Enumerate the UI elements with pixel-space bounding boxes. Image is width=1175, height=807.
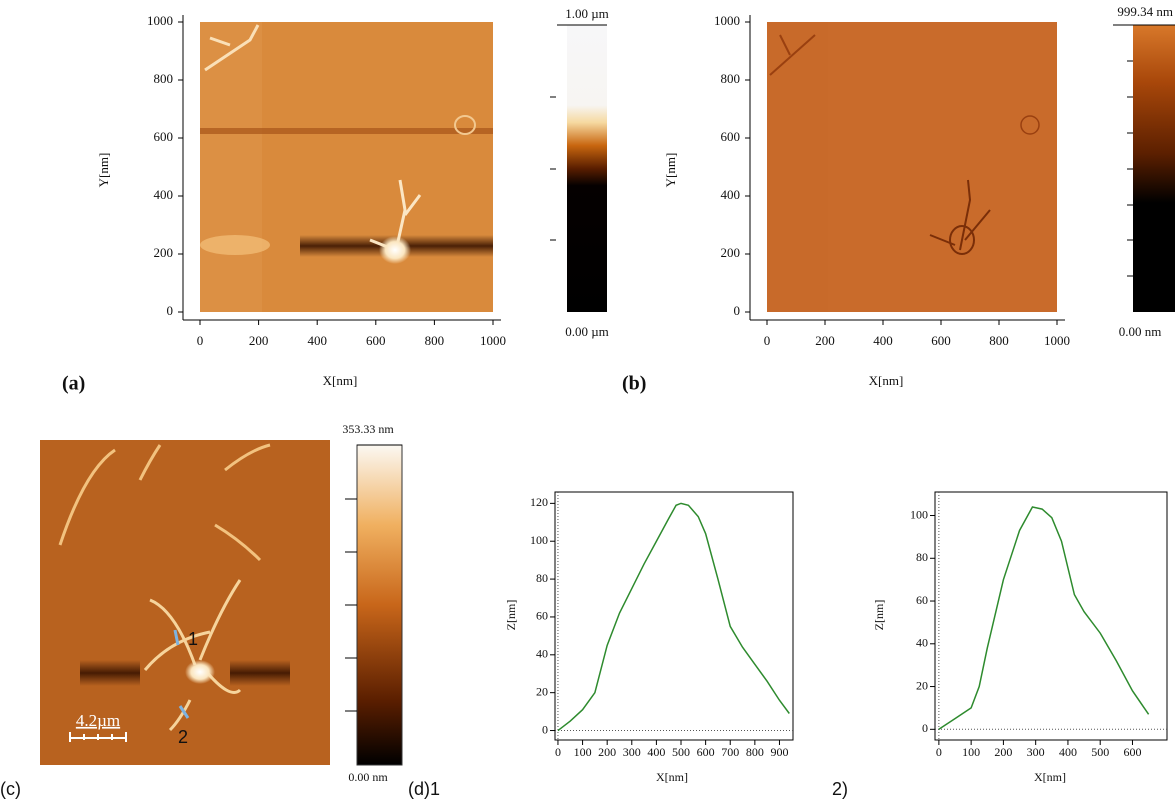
y-tick-label: 60 (916, 593, 928, 607)
y-tick-label: 100 (910, 507, 928, 521)
x-tick-label: 200 (598, 745, 616, 759)
y-tick-label: 20 (536, 684, 548, 698)
x-tick-label: 500 (672, 745, 690, 759)
panel-label: (d)1 (408, 779, 440, 799)
x-tick-label: 300 (1027, 745, 1045, 759)
x-tick-label: 0 (764, 333, 771, 348)
y-tick-label: 40 (536, 647, 548, 661)
x-tick-label: 600 (931, 333, 951, 348)
x-tick-label: 100 (962, 745, 980, 759)
x-tick-label: 100 (574, 745, 592, 759)
panel-label: (a) (62, 373, 85, 395)
x-tick-label: 800 (425, 333, 445, 348)
marker-label: 2 (178, 727, 188, 747)
x-tick-label: 400 (647, 745, 665, 759)
x-tick-label: 900 (770, 745, 788, 759)
y-tick-label: 0 (734, 303, 741, 318)
y-tick-label: 20 (916, 678, 928, 692)
x-tick-label: 700 (721, 745, 739, 759)
y-tick-label: 400 (154, 187, 174, 202)
y-tick-label: 600 (721, 129, 741, 144)
x-axis-label: X[nm] (656, 770, 688, 784)
y-tick-label: 800 (154, 71, 174, 86)
colorbar-ticks (550, 96, 556, 241)
y-tick-label: 1000 (147, 13, 173, 28)
y-tick-label: 80 (916, 550, 928, 564)
y-tick-label: 80 (536, 571, 548, 585)
x-tick-label: 1000 (1044, 333, 1070, 348)
x-tick-label: 0 (936, 745, 942, 759)
colorbar-max-label: 1.00 µm (565, 6, 609, 21)
x-tick-label: 200 (249, 333, 269, 348)
x-tick-label: 400 (873, 333, 893, 348)
profile-line (938, 506, 1150, 730)
x-tick-label: 600 (366, 333, 386, 348)
panel-label: 2) (832, 779, 848, 799)
colorbar-b (1133, 25, 1175, 312)
x-axis-label: X[nm] (869, 373, 904, 388)
y-tick-label: 0 (922, 721, 928, 735)
x-tick-label: 500 (1091, 745, 1109, 759)
colorbar-ticks (1127, 60, 1133, 277)
y-tick-label: 40 (916, 636, 928, 650)
colorbar-max-label: 353.33 nm (342, 422, 394, 436)
scale-bar-label: 4.2µm (76, 711, 120, 730)
y-axis-label: Z[nm] (504, 600, 518, 631)
y-axis-label: Z[nm] (872, 600, 886, 631)
y-tick-label: 600 (154, 129, 174, 144)
x-tick-label: 800 (989, 333, 1009, 348)
x-tick-label: 400 (1059, 745, 1077, 759)
colorbar-ticks (345, 498, 357, 712)
x-tick-label: 200 (815, 333, 835, 348)
y-tick-label: 120 (530, 495, 548, 509)
panel-label: (b) (622, 373, 646, 395)
y-tick-label: 1000 (714, 13, 740, 28)
x-tick-label: 600 (697, 745, 715, 759)
y-axis-label: Y[nm] (663, 153, 678, 188)
colorbar-min-label: 0.00 µm (565, 324, 609, 339)
x-tick-label: 1000 (480, 333, 506, 348)
profile-line (557, 502, 790, 732)
afm-image-b (767, 22, 1057, 312)
colorbar-a (567, 25, 607, 312)
x-axis-label: X[nm] (1034, 770, 1066, 784)
colorbar-max-label: 999.34 nm (1117, 4, 1173, 19)
y-tick-label: 60 (536, 609, 548, 623)
x-axis-label: X[nm] (323, 373, 358, 388)
y-tick-label: 0 (167, 303, 174, 318)
y-tick-label: 0 (542, 722, 548, 736)
y-tick-label: 800 (721, 71, 741, 86)
x-tick-label: 0 (197, 333, 204, 348)
afm-image-c (40, 440, 330, 765)
y-tick-label: 400 (721, 187, 741, 202)
x-tick-label: 800 (746, 745, 764, 759)
plot-frame (554, 491, 794, 741)
colorbar-min-label: 0.00 nm (1119, 324, 1162, 339)
colorbar-c (356, 444, 403, 766)
x-tick-label: 200 (994, 745, 1012, 759)
y-axis-label: Y[nm] (96, 153, 111, 188)
plot-frame (934, 491, 1168, 741)
y-tick-label: 100 (530, 533, 548, 547)
y-tick-label: 200 (721, 245, 741, 260)
x-tick-label: 300 (623, 745, 641, 759)
panel-label: (c) (0, 779, 21, 799)
marker-label: 1 (188, 629, 198, 649)
colorbar-min-label: 0.00 nm (348, 770, 388, 784)
afm-image-a (200, 22, 493, 312)
x-tick-label: 0 (555, 745, 561, 759)
x-tick-label: 400 (307, 333, 327, 348)
x-tick-label: 600 (1123, 745, 1141, 759)
y-tick-label: 200 (154, 245, 174, 260)
